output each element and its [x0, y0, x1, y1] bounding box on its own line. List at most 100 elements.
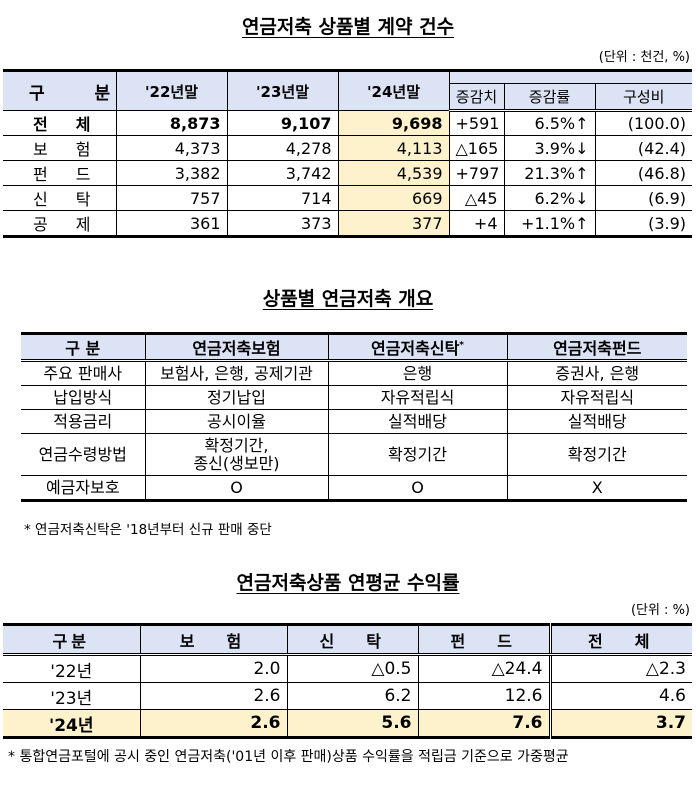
cell-change: +797 [448, 160, 505, 186]
returns-title: 연금저축상품 연평균 수익률 [236, 572, 460, 594]
header-y22: '22년말 [115, 70, 228, 111]
header-insurance: 연금저축보험 [144, 333, 329, 362]
cell-y23: 4,278 [226, 135, 339, 161]
header-trust: 신탁 [286, 624, 419, 656]
cell-fund: 증권사, 은행 [506, 360, 687, 386]
cell-y22: 4,373 [115, 135, 228, 161]
cell-share: (6.9) [594, 185, 693, 211]
cell-rate: 3.9%↓ [503, 135, 596, 161]
row-label: 펀드 [3, 160, 117, 186]
cell-y22: 3,382 [115, 160, 228, 186]
footnote-mark: * [459, 340, 465, 351]
table-row: 납입방식 정기납입 자유적립식 자유적립식 [21, 385, 687, 410]
cell-fund: 실적배당 [506, 409, 687, 434]
cell-y23: 3,742 [226, 160, 339, 186]
cell-change: +591 [448, 110, 505, 136]
table-row-fund: 펀드 3,382 3,742 4,539 +797 21.3%↑ (46.8) [3, 160, 693, 186]
table-row-total: 전체 8,873 9,107 9,698 +591 6.5%↑ (100.0) [3, 110, 693, 136]
row-label: 주요 판매사 [21, 360, 146, 386]
cell-insurance: 2.0 [139, 654, 288, 683]
table-row-insurance: 보험 4,373 4,278 4,113 △165 3.9%↓ (42.4) [3, 135, 693, 161]
returns-table: 구분 보험 신탁 펀드 전체 '22년 2.0 △0.5 △24.4 △2.3 … [3, 623, 692, 739]
row-label: 연금수령방법 [21, 433, 146, 476]
cell-share: (42.4) [594, 135, 693, 161]
table-row: '22년 2.0 △0.5 △24.4 △2.3 [3, 654, 692, 683]
cell-rate: 21.3%↑ [503, 160, 596, 186]
row-year: '24년 [3, 709, 141, 738]
cell-total: 4.6 [548, 682, 692, 710]
cell-trust: 자유적립식 [327, 385, 508, 410]
header-category: 구 분 [3, 70, 117, 111]
cell-y24: 4,113 [337, 135, 450, 161]
row-label: 공제 [3, 210, 117, 237]
cell-fund: 12.6 [417, 682, 551, 710]
cell-share: (100.0) [594, 110, 693, 136]
table-row-highlight: '24년 2.6 5.6 7.6 3.7 [3, 709, 692, 738]
table-row-mutual-aid: 공제 361 373 377 +4 +1.1%↑ (3.9) [3, 210, 693, 237]
cell-y23: 9,107 [226, 110, 339, 136]
table-row: 주요 판매사 보험사, 은행, 공제기관 은행 증권사, 은행 [21, 360, 687, 386]
cell-insurance: 확정기간, 종신(생보만) [144, 433, 329, 476]
cell-y24: 4,539 [337, 160, 450, 186]
header-total: 전체 [548, 624, 692, 656]
table-row: 예금자보호 O O X [21, 475, 687, 501]
cell-insurance: 보험사, 은행, 공제기관 [144, 360, 329, 386]
cell-insurance: 2.6 [139, 709, 288, 738]
cell-trust: 5.6 [286, 709, 419, 738]
row-label: 납입방식 [21, 385, 146, 410]
table-row-trust: 신탁 757 714 669 △45 6.2%↓ (6.9) [3, 185, 693, 211]
returns-footnote: * 통합연금포털에 공시 중인 연금저축('01년 이후 판매)상품 수익률을 … [8, 749, 569, 765]
table-row: '23년 2.6 6.2 12.6 4.6 [3, 682, 692, 710]
cell-change: +4 [448, 210, 505, 237]
cell-trust: 6.2 [286, 682, 419, 710]
cell-change: △165 [448, 135, 505, 161]
cell-y24: 669 [337, 185, 450, 211]
cell-trust: 확정기간 [327, 433, 508, 476]
header-y24: '24년말 [337, 70, 450, 111]
cell-insurance: 정기납입 [144, 385, 329, 410]
cell-share: (3.9) [594, 210, 693, 237]
row-label: 신탁 [3, 185, 117, 211]
row-label: 전체 [3, 110, 117, 136]
overview-title: 상품별 연금저축 개요 [262, 288, 434, 310]
header-category: 구분 [3, 624, 141, 656]
cell-y22: 757 [115, 185, 228, 211]
cell-total: △2.3 [548, 654, 692, 683]
cell-fund: 확정기간 [506, 433, 687, 476]
cell-trust: 은행 [327, 360, 508, 386]
overview-footnote: * 연금저축신탁은 '18년부터 신규 판매 중단 [24, 522, 272, 538]
cell-trust: 실적배당 [327, 409, 508, 434]
returns-unit: (단위 : %) [630, 603, 690, 618]
row-label: 적용금리 [21, 409, 146, 434]
header-share: 구성비 [594, 83, 693, 112]
contracts-title: 연금저축 상품별 계약 건수 [241, 16, 455, 38]
cell-fund: △24.4 [417, 654, 551, 683]
cell-share: (46.8) [594, 160, 693, 186]
header-category: 구 분 [21, 333, 146, 362]
cell-y24: 377 [337, 210, 450, 237]
header-fund: 펀드 [417, 624, 551, 656]
header-trust: 연금저축신탁* [327, 333, 508, 362]
cell-fund: X [506, 475, 687, 501]
header-y23: '23년말 [226, 70, 339, 111]
cell-total: 3.7 [548, 709, 692, 738]
header-insurance: 보험 [139, 624, 288, 656]
cell-y23: 373 [226, 210, 339, 237]
cell-y24: 9,698 [337, 110, 450, 136]
row-label: 예금자보호 [21, 475, 146, 501]
cell-y22: 361 [115, 210, 228, 237]
cell-fund: 7.6 [417, 709, 551, 738]
cell-y22: 8,873 [115, 110, 228, 136]
cell-y23: 714 [226, 185, 339, 211]
header-rate: 증감률 [503, 83, 596, 112]
cell-rate: 6.2%↓ [503, 185, 596, 211]
table-row: 연금수령방법 확정기간, 종신(생보만) 확정기간 확정기간 [21, 433, 687, 476]
cell-rate: +1.1%↑ [503, 210, 596, 237]
row-year: '22년 [3, 654, 141, 683]
row-year: '23년 [3, 682, 141, 710]
header-fund: 연금저축펀드 [506, 333, 687, 362]
contracts-table: 구 분 '22년말 '23년말 '24년말 증감치 증감률 구성비 전체 8,8… [3, 69, 693, 238]
cell-rate: 6.5%↑ [503, 110, 596, 136]
cell-insurance: 2.6 [139, 682, 288, 710]
header-change: 증감치 [449, 83, 505, 112]
